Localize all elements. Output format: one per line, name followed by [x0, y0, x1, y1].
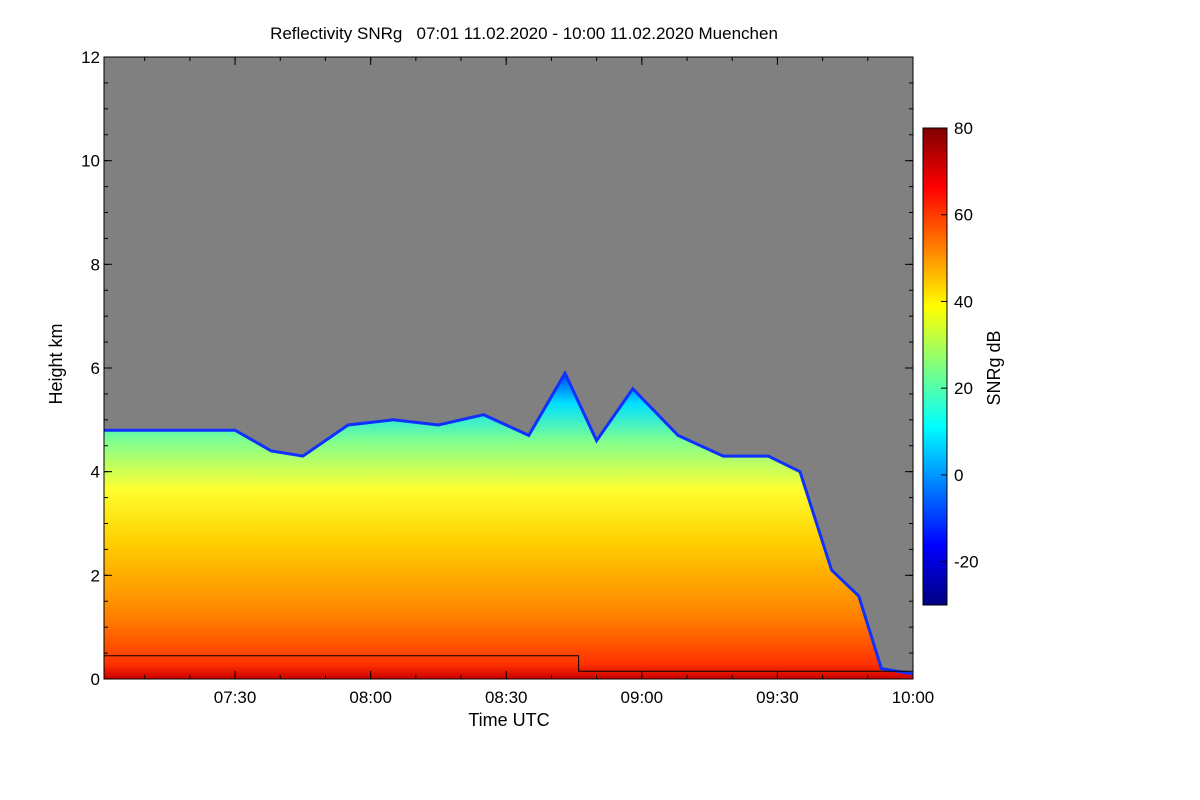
y-tick-label: 4	[91, 463, 100, 482]
x-tick-label: 08:30	[485, 688, 528, 707]
colorbar	[922, 127, 948, 606]
x-tick-label: 08:00	[349, 688, 392, 707]
y-axis: 0 2 4 6 8 10 12	[81, 48, 913, 689]
x-axis-label: Time UTC	[468, 710, 549, 730]
y-tick-label: 8	[91, 255, 100, 274]
colorbar-tick-label: 40	[954, 292, 973, 311]
x-tick-label: 09:00	[621, 688, 664, 707]
colorbar-tick-label: 80	[954, 119, 973, 138]
y-tick-label: 0	[91, 670, 100, 689]
colorbar-tick-label: 60	[954, 206, 973, 225]
y-tick-label: 10	[81, 152, 100, 171]
y-axis-label: Height km	[46, 323, 66, 404]
y-tick-label: 12	[81, 48, 100, 67]
x-axis: 07:30 08:00 08:30 09:00 09:30 10:00	[144, 57, 935, 707]
cloud-area	[104, 373, 913, 679]
x-tick-label: 07:30	[214, 688, 257, 707]
colorbar-tick-label: 0	[954, 466, 963, 485]
reference-line	[104, 655, 913, 672]
x-tick-label: 10:00	[892, 688, 935, 707]
colorbar-axis: -20 0 20 40 60 80	[941, 119, 979, 572]
chart-title: Reflectivity SNRg 07:01 11.02.2020 - 10:…	[270, 24, 778, 43]
colorbar-tick-label: -20	[954, 553, 979, 572]
x-tick-label: 09:30	[756, 688, 799, 707]
cloud-top-edge	[104, 369, 914, 676]
colorbar-tick-label: 20	[954, 379, 973, 398]
y-tick-label: 2	[91, 566, 100, 585]
y-tick-label: 6	[91, 359, 100, 378]
colorbar-label: SNRg dB	[984, 330, 1004, 405]
